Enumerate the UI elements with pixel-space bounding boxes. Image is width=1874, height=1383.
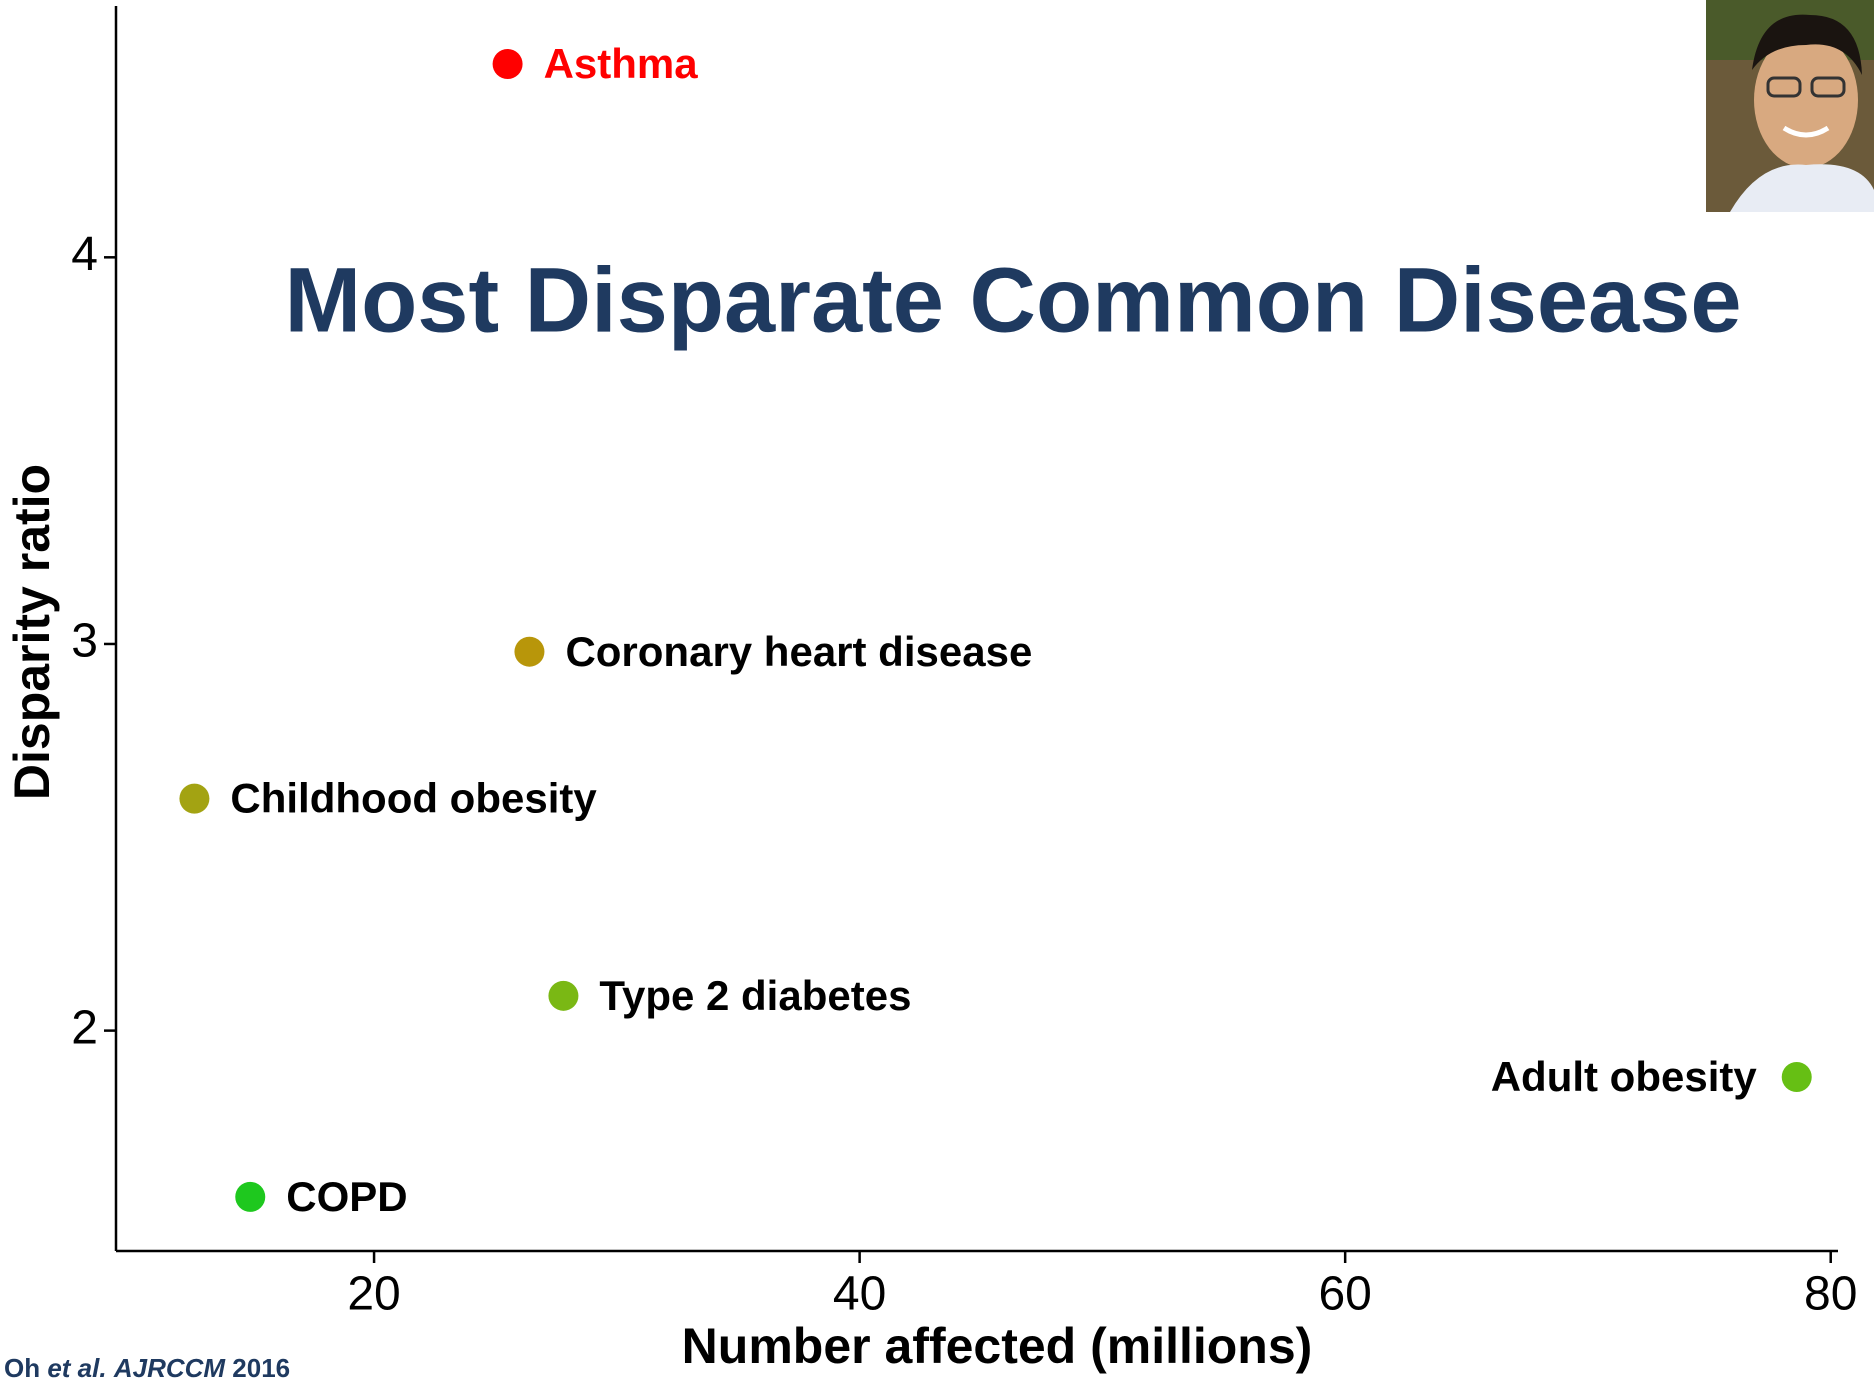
citation-year: 2016 bbox=[232, 1353, 290, 1383]
point bbox=[235, 1181, 266, 1212]
point-label: Childhood obesity bbox=[230, 775, 597, 822]
citation-author: Oh bbox=[4, 1353, 40, 1383]
x-tick-label: 80 bbox=[1804, 1268, 1857, 1321]
y-tick-label: 2 bbox=[71, 1001, 98, 1054]
x-axis-title: Number affected (millions) bbox=[682, 1318, 1313, 1374]
x-tick-label: 60 bbox=[1318, 1268, 1371, 1321]
point bbox=[179, 783, 210, 814]
y-tick-label: 4 bbox=[71, 228, 98, 281]
point-label: COPD bbox=[286, 1173, 407, 1220]
chart-title: Most Disparate Common Disease bbox=[284, 249, 1741, 351]
point bbox=[514, 636, 545, 667]
x-tick-label: 40 bbox=[833, 1268, 886, 1321]
point-label: Asthma bbox=[544, 40, 699, 87]
point bbox=[1781, 1062, 1812, 1093]
speaker-photo bbox=[1706, 0, 1874, 212]
point-label: Coronary heart disease bbox=[565, 628, 1032, 675]
citation-etal: et al. bbox=[47, 1353, 106, 1383]
point bbox=[492, 48, 523, 79]
point bbox=[548, 980, 579, 1011]
citation: Oh et al. AJRCCM 2016 bbox=[4, 1353, 290, 1383]
x-tick-label: 20 bbox=[347, 1268, 400, 1321]
y-tick-label: 3 bbox=[71, 615, 98, 668]
point-label: Type 2 diabetes bbox=[599, 972, 911, 1019]
y-axis-title: Disparity ratio bbox=[4, 464, 60, 800]
point-label: Adult obesity bbox=[1491, 1053, 1758, 1100]
citation-journal: AJRCCM bbox=[113, 1353, 227, 1383]
